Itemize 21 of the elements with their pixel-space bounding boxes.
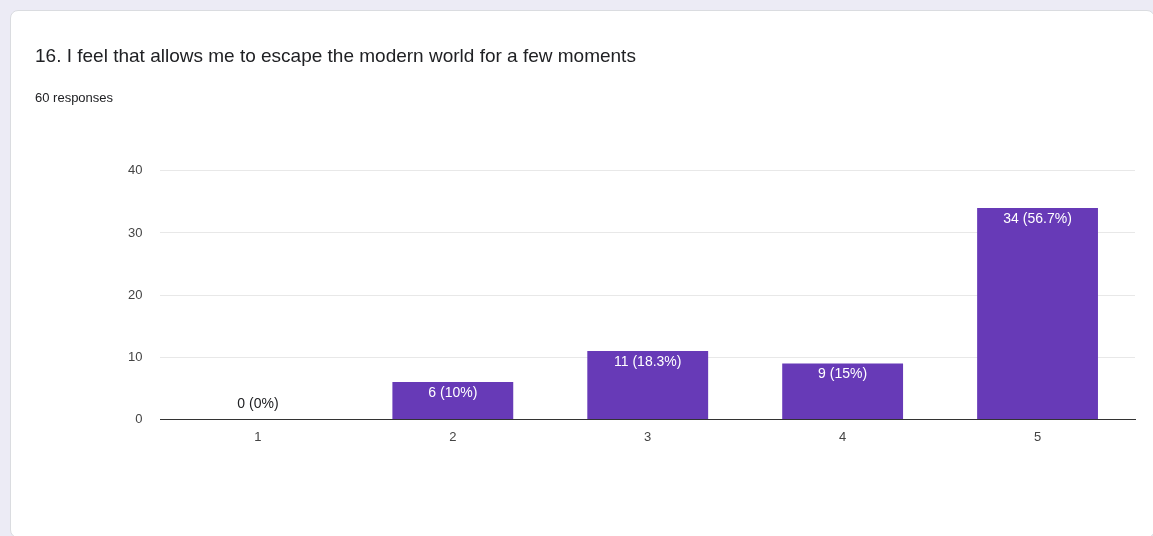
y-tick-label: 0: [135, 410, 143, 426]
bar: [587, 351, 709, 419]
x-tick-label: 2: [449, 428, 457, 444]
x-tick-label: 5: [1033, 428, 1042, 444]
y-tick-label: 30: [127, 224, 143, 240]
y-tick-label: 10: [127, 348, 143, 364]
bar: [392, 382, 514, 419]
bar: [977, 208, 1098, 419]
data-label: 9 (15%): [818, 365, 868, 382]
y-tick-label: 20: [127, 286, 143, 302]
data-label: 34 (56.7%): [1003, 209, 1072, 226]
x-tick-label: 4: [839, 428, 847, 444]
data-label: 11 (18.3%): [614, 352, 682, 369]
data-label: 0 (0%): [237, 395, 279, 412]
y-tick-label: 40: [127, 162, 143, 178]
x-tick-label: 3: [644, 428, 652, 444]
chart-title: 16. I feel that allows me to escape the modern world for a few moments: [35, 45, 636, 67]
data-label: 6 (10%): [428, 383, 478, 400]
chart-subtitle: 60 responses: [35, 90, 114, 105]
bar: [782, 363, 904, 419]
x-tick-label: 1: [254, 428, 262, 444]
